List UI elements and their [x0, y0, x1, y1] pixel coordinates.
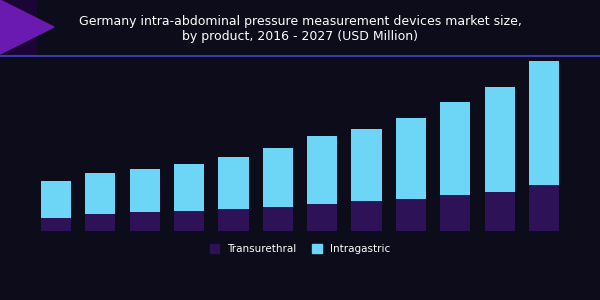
- Bar: [485, 87, 515, 192]
- Bar: [396, 199, 426, 231]
- Bar: [218, 157, 248, 209]
- Bar: [529, 185, 559, 231]
- Bar: [307, 136, 337, 204]
- Bar: [41, 218, 71, 231]
- Bar: [307, 204, 337, 231]
- Bar: [174, 164, 204, 211]
- Title: Germany intra-abdominal pressure measurement devices market size,
by product, 20: Germany intra-abdominal pressure measure…: [79, 15, 521, 43]
- Bar: [263, 148, 293, 207]
- Bar: [85, 173, 115, 214]
- Bar: [41, 181, 71, 218]
- Legend: Transurethral, Intragastric: Transurethral, Intragastric: [206, 240, 394, 258]
- Bar: [440, 102, 470, 195]
- Bar: [352, 130, 382, 201]
- Bar: [263, 207, 293, 231]
- Bar: [485, 192, 515, 231]
- Bar: [352, 201, 382, 231]
- Bar: [440, 195, 470, 231]
- Bar: [396, 118, 426, 199]
- Bar: [130, 169, 160, 212]
- Bar: [130, 212, 160, 231]
- Bar: [529, 61, 559, 185]
- Bar: [85, 214, 115, 231]
- Bar: [174, 211, 204, 231]
- Bar: [218, 209, 248, 231]
